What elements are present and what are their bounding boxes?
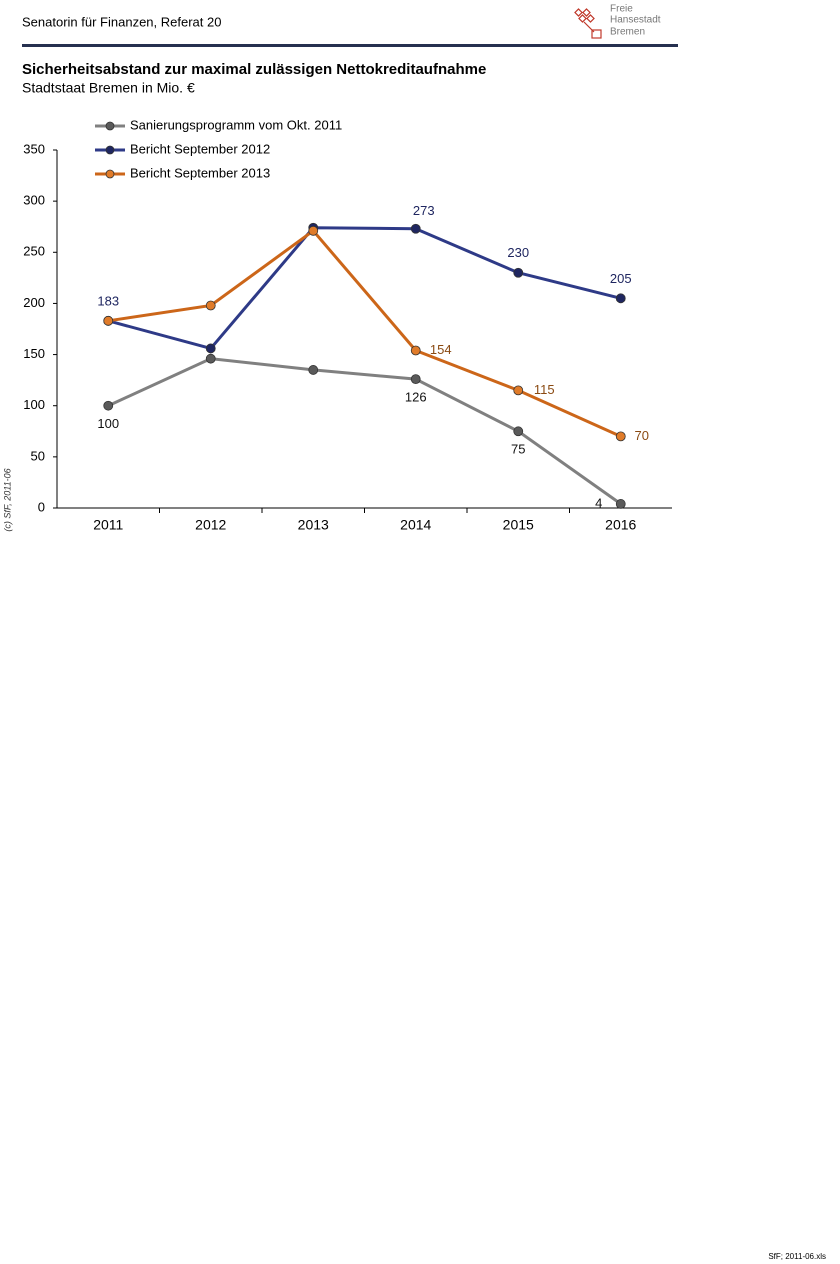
data-label: 100 <box>97 416 119 431</box>
data-point <box>103 315 114 326</box>
data-point <box>513 267 524 278</box>
data-point <box>410 223 421 234</box>
logo-icon <box>574 8 602 39</box>
legend-label: Bericht September 2012 <box>130 141 270 156</box>
legend-marker <box>105 121 115 131</box>
data-point <box>513 385 524 396</box>
series-line <box>107 226 622 351</box>
y-tick-label: 300 <box>23 193 45 208</box>
data-label: 126 <box>405 390 427 405</box>
chart-subtitle: Stadtstaat Bremen in Mio. € <box>22 80 195 96</box>
y-tick-label: 350 <box>23 141 45 156</box>
y-tick-label: 50 <box>31 448 45 463</box>
data-point <box>308 225 319 236</box>
data-point <box>410 374 421 385</box>
data-point <box>615 431 626 442</box>
side-note: (c) SfF, 2011-06 <box>2 468 12 531</box>
chart-title: Sicherheitsabstand zur maximal zulässige… <box>22 61 486 78</box>
y-tick-label: 200 <box>23 295 45 310</box>
y-tick-label: 250 <box>23 244 45 259</box>
data-label: 183 <box>97 293 119 308</box>
legend-marker <box>105 145 115 155</box>
x-tick-label: 2012 <box>195 517 226 533</box>
data-point <box>615 499 626 509</box>
y-tick-label: 100 <box>23 397 45 412</box>
logo-text: Freie <box>610 4 633 15</box>
header-title: Senatorin für Finanzen, Referat 20 <box>22 14 221 29</box>
data-point <box>205 300 216 311</box>
data-point <box>205 343 216 354</box>
data-label: 115 <box>534 382 555 397</box>
data-point <box>615 293 626 304</box>
logo-text: Hansestadt <box>610 15 661 26</box>
y-tick-label: 0 <box>38 499 45 514</box>
x-tick-label: 2014 <box>400 517 431 533</box>
header-rule <box>22 44 678 47</box>
data-point <box>103 400 114 411</box>
data-label: 154 <box>430 342 452 357</box>
legend-marker <box>105 169 115 179</box>
logo-text: Bremen <box>610 27 645 38</box>
y-tick-label: 150 <box>23 346 45 361</box>
series-line <box>107 357 622 506</box>
data-point <box>410 345 421 356</box>
data-label: 205 <box>610 271 632 286</box>
data-label: 4 <box>595 495 602 510</box>
data-label: 75 <box>511 442 525 457</box>
legend-label: Sanierungsprogramm vom Okt. 2011 <box>130 117 342 132</box>
data-label: 273 <box>413 203 435 218</box>
x-tick-label: 2015 <box>503 517 534 533</box>
series-line <box>108 228 622 438</box>
x-tick-label: 2016 <box>605 517 636 533</box>
data-label: 230 <box>507 245 529 260</box>
plot: 0 50 100 150 200 250 300 350 2011 2012 2013 2014 201… <box>23 117 672 533</box>
data-point <box>308 365 319 375</box>
legend-label: Bericht September 2013 <box>130 165 270 180</box>
x-tick-label: 2013 <box>298 517 329 533</box>
data-label: 70 <box>635 428 649 443</box>
data-point <box>513 426 524 437</box>
footer: SfF; 2011-06.xls <box>768 1252 826 1261</box>
data-point <box>205 353 216 364</box>
x-tick-label: 2011 <box>93 517 123 533</box>
